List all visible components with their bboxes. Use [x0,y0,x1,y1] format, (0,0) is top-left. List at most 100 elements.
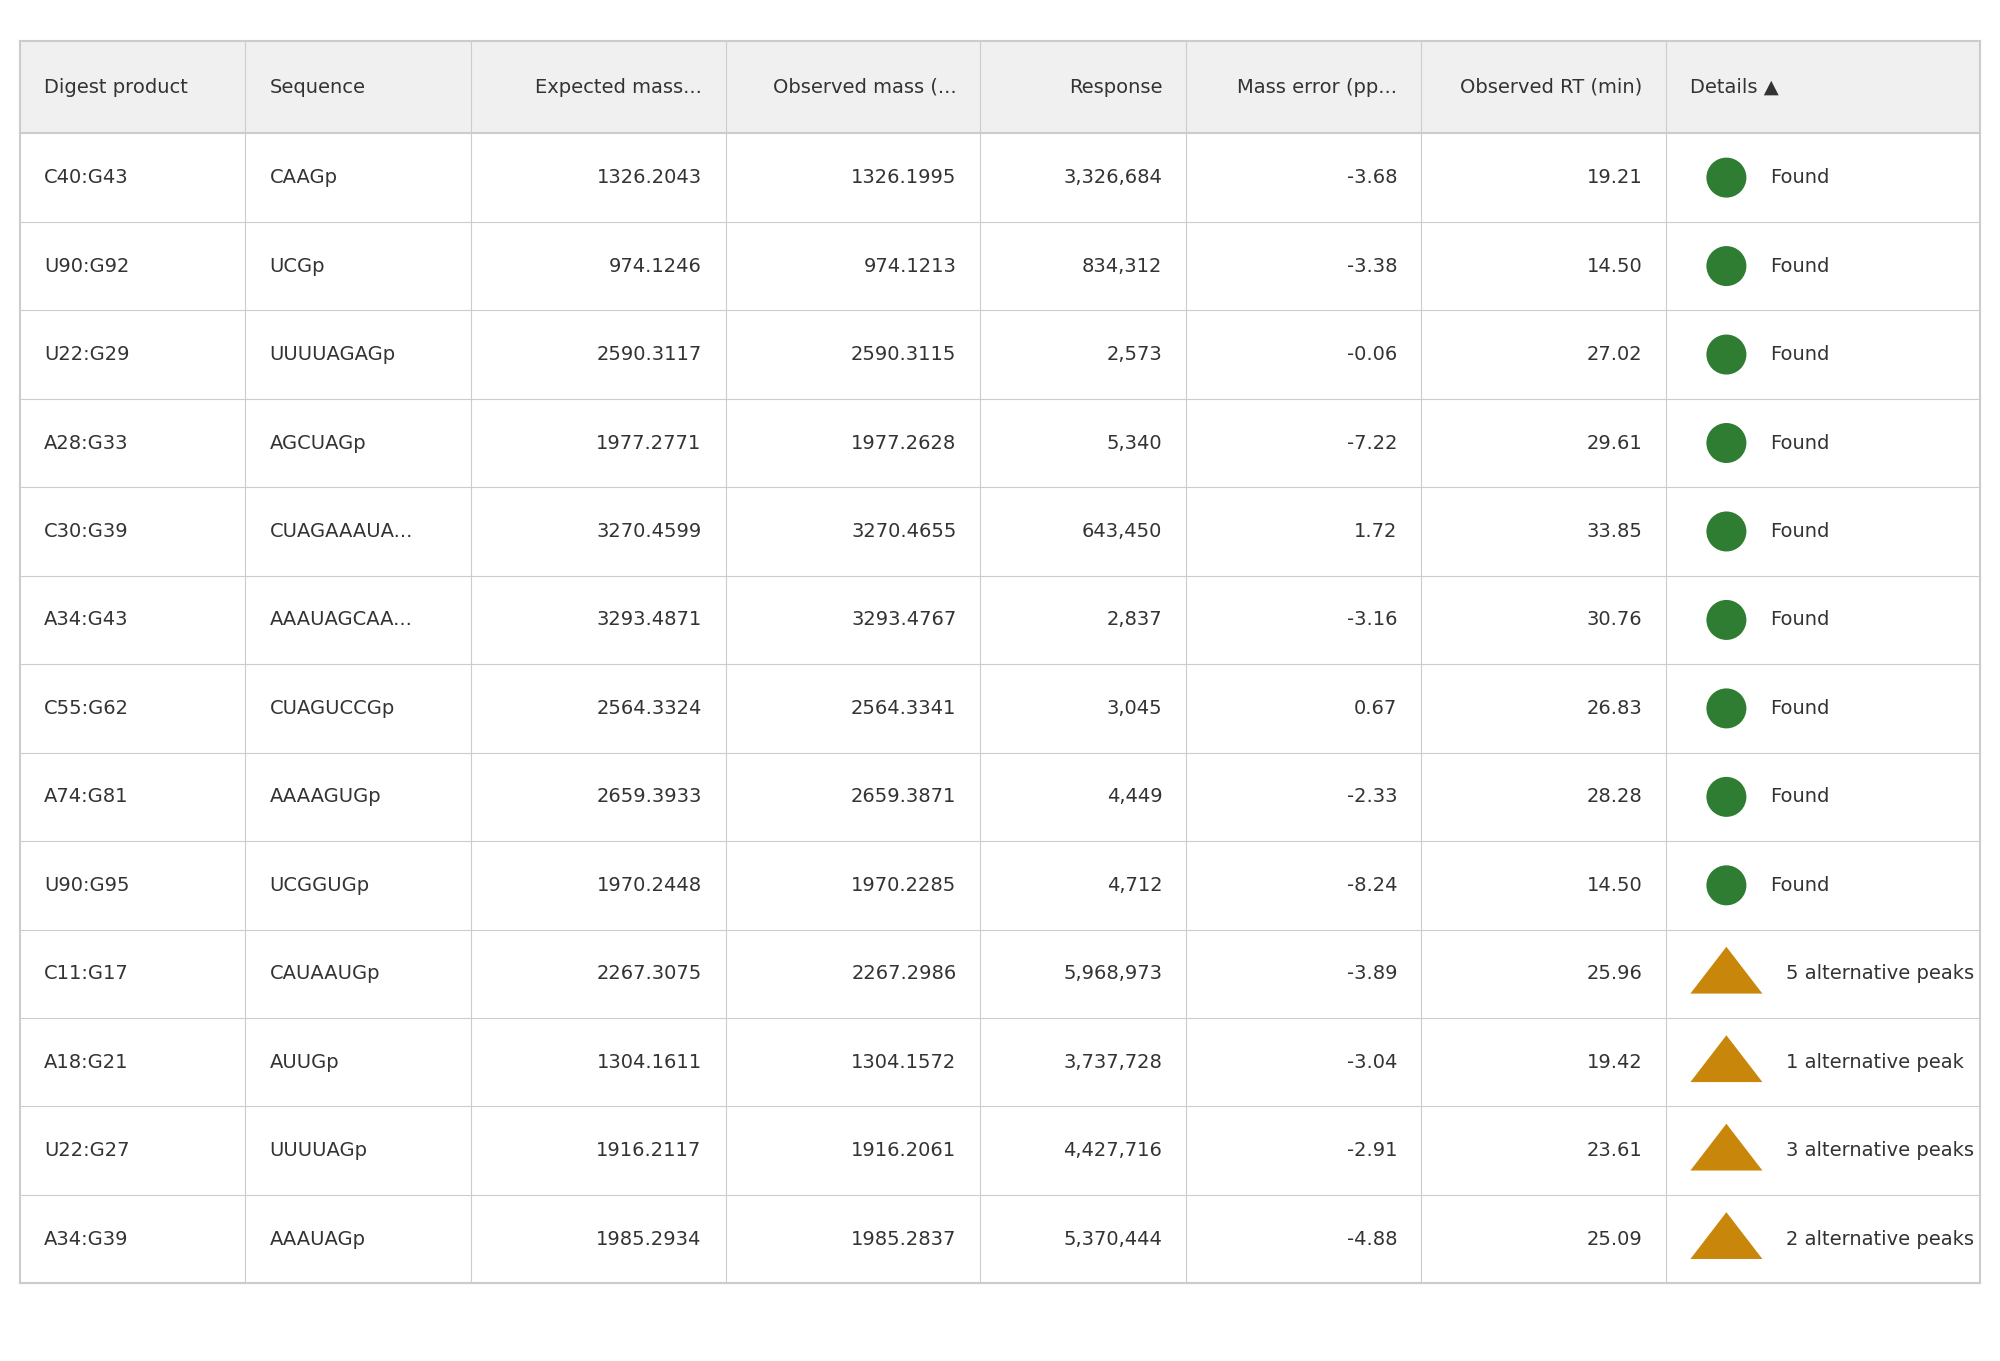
Ellipse shape [1706,423,1746,463]
Text: 4,712: 4,712 [1106,876,1162,894]
Text: 19.21: 19.21 [1586,169,1642,186]
Text: Found: Found [1770,434,1830,452]
Text: 3293.4871: 3293.4871 [596,611,702,629]
Text: AAAUAGp: AAAUAGp [270,1230,366,1248]
Text: Digest product: Digest product [44,78,188,97]
Text: 1977.2771: 1977.2771 [596,434,702,452]
Text: A28:G33: A28:G33 [44,434,128,452]
Text: Details ▲: Details ▲ [1690,78,1780,97]
Text: 2659.3933: 2659.3933 [596,788,702,806]
Text: 1916.2117: 1916.2117 [596,1142,702,1160]
Polygon shape [1690,947,1762,994]
Text: 2590.3115: 2590.3115 [852,346,956,363]
Text: CUAGUCCGp: CUAGUCCGp [270,700,394,717]
Text: 25.09: 25.09 [1586,1230,1642,1248]
Text: 1304.1572: 1304.1572 [852,1053,956,1071]
Text: 2 alternative peaks: 2 alternative peaks [1786,1230,1974,1248]
Ellipse shape [1706,689,1746,728]
Text: 3270.4655: 3270.4655 [852,523,956,540]
Text: 1304.1611: 1304.1611 [596,1053,702,1071]
Text: 3,737,728: 3,737,728 [1064,1053,1162,1071]
Polygon shape [1690,1036,1762,1082]
Bar [20,41,1980,133]
Ellipse shape [1706,512,1746,551]
Bar [20,487,1980,576]
Text: 1970.2448: 1970.2448 [596,876,702,894]
Text: U22:G29: U22:G29 [44,346,130,363]
Text: 2564.3324: 2564.3324 [596,700,702,717]
Text: 27.02: 27.02 [1586,346,1642,363]
Text: 1.72: 1.72 [1354,523,1398,540]
Text: 1 alternative peak: 1 alternative peak [1786,1053,1964,1071]
Text: 14.50: 14.50 [1586,257,1642,275]
Bar [20,753,1980,841]
Text: 5,370,444: 5,370,444 [1064,1230,1162,1248]
Text: AAAUAGCAA...: AAAUAGCAA... [270,611,412,629]
Text: 0.67: 0.67 [1354,700,1398,717]
Text: -3.68: -3.68 [1346,169,1398,186]
Text: Response: Response [1068,78,1162,97]
Text: 26.83: 26.83 [1586,700,1642,717]
Text: 2267.2986: 2267.2986 [852,965,956,983]
Bar [20,399,1980,487]
Text: 974.1213: 974.1213 [864,257,956,275]
Text: 5 alternative peaks: 5 alternative peaks [1786,965,1974,983]
Text: UCGGUGp: UCGGUGp [270,876,370,894]
Ellipse shape [1706,246,1746,286]
Bar [20,310,1980,399]
Text: 3293.4767: 3293.4767 [852,611,956,629]
Bar [20,841,1980,930]
Text: Observed mass (...: Observed mass (... [772,78,956,97]
Text: 25.96: 25.96 [1586,965,1642,983]
Text: 1985.2934: 1985.2934 [596,1230,702,1248]
Text: 1985.2837: 1985.2837 [852,1230,956,1248]
Text: CAUAAUGp: CAUAAUGp [270,965,380,983]
Text: 1326.2043: 1326.2043 [596,169,702,186]
Text: 3270.4599: 3270.4599 [596,523,702,540]
Text: 2590.3117: 2590.3117 [596,346,702,363]
Text: 3,045: 3,045 [1106,700,1162,717]
Text: A34:G39: A34:G39 [44,1230,128,1248]
Text: Found: Found [1770,611,1830,629]
Text: Found: Found [1770,346,1830,363]
Text: Sequence: Sequence [270,78,366,97]
Text: 14.50: 14.50 [1586,876,1642,894]
Bar [20,930,1980,1018]
Text: 2564.3341: 2564.3341 [852,700,956,717]
Text: A18:G21: A18:G21 [44,1053,128,1071]
Text: Found: Found [1770,169,1830,186]
Text: CAAGp: CAAGp [270,169,338,186]
Ellipse shape [1706,158,1746,197]
Text: -3.38: -3.38 [1346,257,1398,275]
Text: AAAAGUGp: AAAAGUGp [270,788,382,806]
Text: AUUGp: AUUGp [270,1053,340,1071]
Text: -0.06: -0.06 [1348,346,1398,363]
Bar [20,664,1980,753]
Text: 1326.1995: 1326.1995 [852,169,956,186]
Text: 5,340: 5,340 [1106,434,1162,452]
Text: Found: Found [1770,523,1830,540]
Text: 974.1246: 974.1246 [608,257,702,275]
Text: Expected mass...: Expected mass... [534,78,702,97]
Ellipse shape [1706,335,1746,374]
Text: C30:G39: C30:G39 [44,523,128,540]
Text: 19.42: 19.42 [1586,1053,1642,1071]
Text: U22:G27: U22:G27 [44,1142,130,1160]
Text: C55:G62: C55:G62 [44,700,128,717]
Polygon shape [1690,1124,1762,1170]
Ellipse shape [1706,866,1746,905]
Text: Observed RT (min): Observed RT (min) [1460,78,1642,97]
Bar [20,1195,1980,1283]
Text: -2.91: -2.91 [1346,1142,1398,1160]
Bar [20,576,1980,664]
Text: 4,449: 4,449 [1106,788,1162,806]
Text: 33.85: 33.85 [1586,523,1642,540]
Text: 2,573: 2,573 [1106,346,1162,363]
Text: -3.89: -3.89 [1346,965,1398,983]
Text: C40:G43: C40:G43 [44,169,128,186]
Text: UCGp: UCGp [270,257,324,275]
Bar [20,222,1980,310]
Text: 2,837: 2,837 [1106,611,1162,629]
Text: -7.22: -7.22 [1346,434,1398,452]
Text: Mass error (pp...: Mass error (pp... [1238,78,1398,97]
